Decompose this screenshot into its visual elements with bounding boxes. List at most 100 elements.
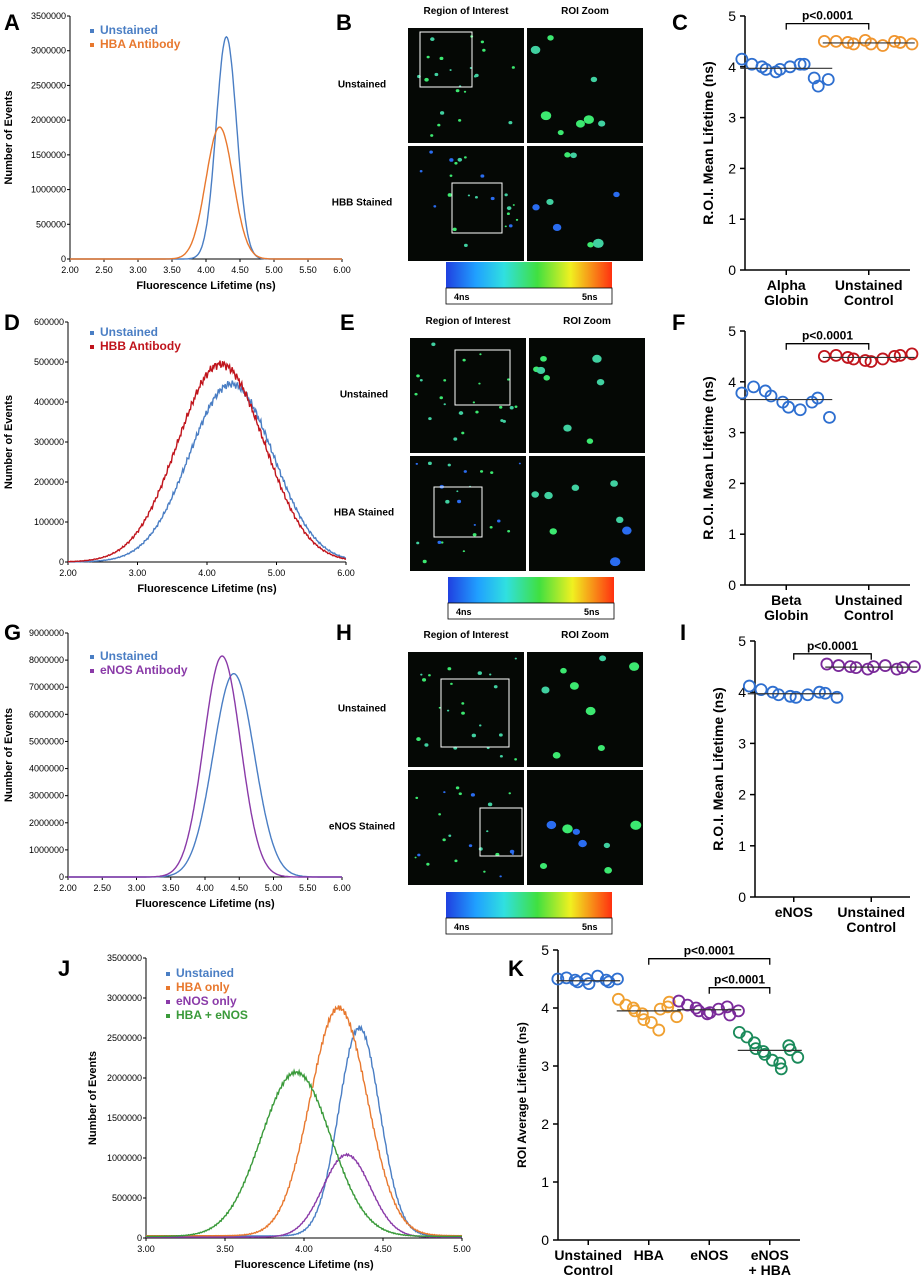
cell-spot [461, 702, 465, 705]
microscopy-panel-B: Region of Interest ROI Zoom Unstained HBB S… [332, 6, 643, 305]
y-tick-label: 2 [728, 475, 736, 491]
cell-spot [604, 867, 613, 874]
data-point [774, 1062, 788, 1076]
cell-spot [506, 206, 512, 211]
data-point [813, 685, 826, 699]
roi-image-stained [408, 146, 524, 261]
cell-spot [480, 40, 485, 44]
data-point [797, 57, 811, 71]
y-tick-label: 2 [738, 787, 746, 803]
cell-spot [426, 862, 430, 866]
data-point [793, 57, 807, 71]
y-tick-label: 3 [738, 735, 746, 751]
cell-spot [449, 174, 453, 177]
cell-spot [420, 673, 423, 676]
cell-spot [531, 491, 539, 498]
roi-box-stained [433, 486, 483, 538]
legend-swatch [166, 986, 170, 990]
data-point [905, 37, 919, 51]
cell-spot [455, 786, 460, 790]
cell-spot [507, 529, 511, 533]
cell-spot [461, 431, 465, 435]
significance-bracket [648, 958, 771, 965]
cell-spot [546, 820, 557, 830]
cell-spot [506, 212, 510, 216]
roi-box-unstained [440, 678, 510, 748]
y-tick-label: 500000 [36, 219, 66, 229]
data-point [864, 37, 878, 51]
data-point [888, 349, 901, 363]
cell-spot [598, 120, 606, 127]
cell-spot [603, 842, 611, 849]
category-label: + HBA [749, 1262, 791, 1278]
legend-swatch [166, 1000, 170, 1004]
roi-box-stained [451, 182, 503, 234]
series-line-hba-only [146, 1005, 463, 1237]
cell-spot [443, 379, 447, 382]
x-tick-label: 5.00 [265, 265, 283, 275]
cell-spot [458, 411, 464, 415]
y-tick-label: 2 [728, 160, 736, 176]
cell-spot [426, 55, 430, 59]
y-tick-label: 1 [738, 838, 746, 854]
cell-spot [430, 134, 434, 137]
significance-label: p<0.0001 [802, 329, 853, 343]
panel-letter-g: G [4, 620, 21, 645]
cell-spot [437, 540, 442, 544]
cell-spot [456, 490, 459, 493]
cell-spot [547, 35, 554, 41]
roi-box-unstained [419, 31, 473, 88]
lifetime-colorbar [448, 577, 614, 603]
cell-spot [454, 161, 458, 165]
data-point [905, 347, 919, 361]
microscopy-panel-E: Region of Interest ROI Zoom Unstained HBA S… [334, 316, 645, 620]
panel-letter-c: C [672, 10, 688, 35]
colorbar-scale-box [445, 287, 613, 305]
data-point [652, 1023, 666, 1037]
column-header-zoom: ROI Zoom [561, 630, 609, 641]
data-point [782, 400, 795, 414]
cell-spot [483, 870, 486, 873]
cell-spot [455, 89, 460, 93]
y-tick-label: 0 [728, 262, 736, 278]
cell-spot [592, 238, 604, 248]
data-point [635, 1007, 649, 1021]
cell-spot [472, 533, 477, 537]
cell-spot [452, 227, 457, 232]
y-tick-label: 0 [137, 1233, 142, 1243]
microscopy-panel-H: Region of Interest ROI Zoom Unstained eNOS … [329, 630, 643, 935]
y-tick-label: 5000000 [29, 736, 64, 746]
cell-spot [590, 76, 598, 83]
data-point [847, 37, 860, 51]
cell-spot [499, 405, 503, 409]
cell-spot [515, 218, 519, 221]
cell-spot [416, 737, 421, 742]
cell-spot [440, 541, 444, 544]
cell-spot [461, 711, 465, 715]
y-tick-label: 500000 [112, 1193, 142, 1203]
cell-spot [560, 667, 567, 674]
cell-spot [597, 745, 605, 752]
cell-spot [447, 667, 452, 671]
legend-swatch [90, 669, 94, 673]
data-point [720, 1000, 734, 1014]
cell-spot [440, 111, 445, 115]
cell-spot [570, 152, 577, 159]
category-label: Control [844, 292, 894, 308]
data-point [829, 35, 843, 48]
y-tick-label: 3 [728, 110, 736, 126]
cell-spot [552, 223, 562, 232]
legend-swatch [90, 43, 94, 47]
cell-spot [480, 174, 485, 178]
cell-spot [511, 852, 514, 855]
cell-spot [424, 743, 429, 747]
cell-spot [508, 224, 513, 228]
cell-spot [438, 706, 441, 709]
data-point [732, 1004, 745, 1018]
x-tick-label: 5.50 [299, 883, 317, 893]
y-tick-label: 5 [728, 8, 736, 24]
y-axis-label: Number of Events [3, 395, 15, 489]
zoom-image-unstained [529, 338, 645, 453]
category-label: eNOS [775, 904, 813, 920]
